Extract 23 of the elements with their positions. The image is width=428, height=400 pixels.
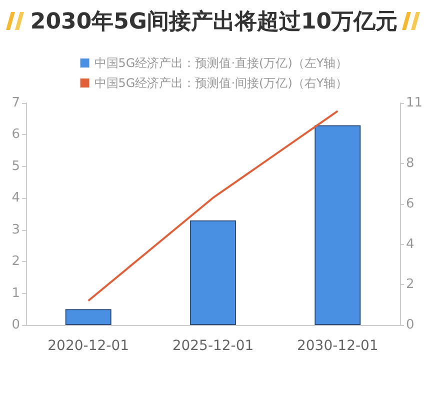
y-tick-label: 3 bbox=[12, 222, 20, 238]
chart-title: 2030年5G间接产出将超过10万亿元 bbox=[30, 8, 398, 34]
bar bbox=[190, 220, 236, 325]
legend-label: 中国5G经济产出：预测值·直接(万亿)（左Y轴） bbox=[94, 56, 348, 70]
y-tick-label: 0 bbox=[12, 318, 20, 332]
y-tick-label: 7 bbox=[12, 96, 20, 110]
y-tick-label: 2 bbox=[12, 254, 20, 270]
y2-tick-label: 0 bbox=[406, 318, 414, 332]
y2-tick-label: 2 bbox=[406, 277, 414, 292]
legend-label: 中国5G经济产出：预测值·间接(万亿)（右Y轴） bbox=[94, 76, 348, 90]
x-tick-label: 2020-12-01 bbox=[48, 338, 130, 354]
y2-tick-label: 11 bbox=[406, 96, 423, 110]
y2-tick-label: 6 bbox=[406, 196, 414, 212]
y-tick-label: 1 bbox=[12, 286, 20, 301]
y-tick-label: 6 bbox=[12, 127, 20, 142]
x-tick-label: 2025-12-01 bbox=[172, 338, 254, 354]
bar bbox=[65, 309, 112, 325]
x-tick-label: 2030-12-01 bbox=[296, 338, 378, 354]
y-tick-label: 4 bbox=[12, 190, 20, 206]
y-tick-label: 5 bbox=[12, 158, 20, 174]
bar bbox=[314, 125, 361, 325]
y2-tick-label: 4 bbox=[406, 236, 414, 252]
y2-tick-label: 8 bbox=[406, 156, 414, 172]
